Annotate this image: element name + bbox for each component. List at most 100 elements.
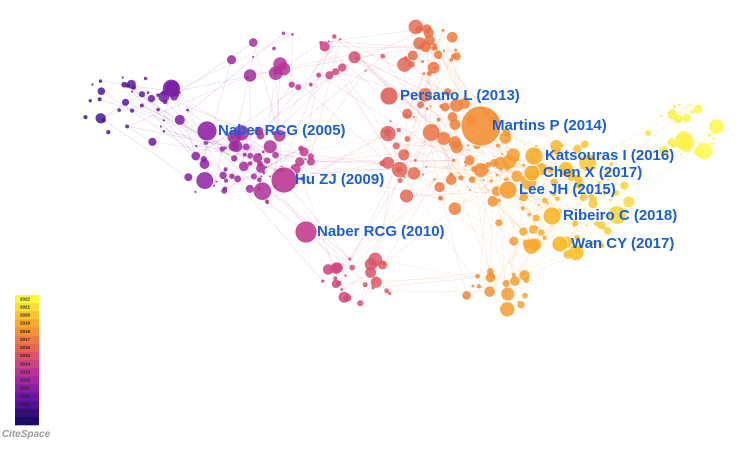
node xyxy=(349,264,356,271)
node xyxy=(380,53,386,59)
node xyxy=(403,175,406,178)
node xyxy=(281,31,286,36)
edge xyxy=(378,271,491,284)
node xyxy=(542,199,545,202)
node xyxy=(195,144,198,148)
node xyxy=(295,157,305,167)
edge xyxy=(157,94,263,192)
node xyxy=(162,119,165,122)
node xyxy=(106,130,111,135)
edge xyxy=(126,126,153,143)
edge xyxy=(413,173,523,275)
edge xyxy=(295,168,441,199)
node xyxy=(623,196,635,208)
node xyxy=(519,227,528,236)
node xyxy=(605,169,611,175)
legend-year: 2012 xyxy=(20,378,31,383)
key-node xyxy=(196,120,218,142)
node xyxy=(295,84,302,91)
node xyxy=(432,43,437,48)
edge xyxy=(260,151,407,169)
key-node xyxy=(460,105,502,147)
node xyxy=(511,272,516,278)
edge xyxy=(382,56,471,191)
edge xyxy=(339,38,483,110)
edge xyxy=(565,145,675,243)
node xyxy=(225,133,228,136)
node xyxy=(196,172,214,190)
node xyxy=(690,109,695,114)
edge xyxy=(281,36,335,170)
node xyxy=(436,132,440,136)
legend-swatch xyxy=(15,376,39,385)
legend-swatch xyxy=(15,368,39,377)
node xyxy=(475,273,480,279)
node xyxy=(532,214,540,222)
node xyxy=(261,150,265,154)
legend-swatch xyxy=(15,400,39,410)
edge xyxy=(440,143,488,199)
node xyxy=(433,46,438,51)
node xyxy=(502,128,511,137)
edge xyxy=(450,124,456,180)
node xyxy=(454,48,458,52)
node xyxy=(561,144,564,148)
node xyxy=(413,37,426,50)
node xyxy=(546,201,549,205)
edge xyxy=(433,67,452,180)
node xyxy=(97,87,106,95)
edge xyxy=(406,105,457,197)
node xyxy=(147,94,156,103)
edge xyxy=(336,160,454,269)
nodes xyxy=(83,19,724,317)
node xyxy=(499,168,503,171)
node xyxy=(484,286,495,297)
node xyxy=(542,235,548,241)
node xyxy=(469,189,472,192)
node xyxy=(247,161,253,166)
node xyxy=(265,199,269,204)
node xyxy=(403,56,408,61)
node xyxy=(138,91,146,98)
edge xyxy=(528,171,609,215)
node xyxy=(162,79,180,97)
node xyxy=(316,72,322,78)
edge xyxy=(275,73,283,170)
node xyxy=(607,178,610,181)
edge xyxy=(299,160,454,163)
key-node xyxy=(498,180,518,200)
edge xyxy=(101,90,233,177)
node xyxy=(242,143,250,151)
node-label: Katsouras I (2016) xyxy=(545,147,674,164)
node xyxy=(131,90,134,93)
edge xyxy=(338,275,478,284)
edge xyxy=(558,163,612,213)
edge xyxy=(318,74,454,161)
node xyxy=(446,31,458,43)
node xyxy=(257,160,264,167)
node xyxy=(148,137,157,146)
edge xyxy=(298,28,428,88)
node xyxy=(693,104,703,114)
node xyxy=(348,257,352,261)
edge xyxy=(274,71,336,134)
node-label: Persano L (2013) xyxy=(400,87,520,104)
node xyxy=(340,288,344,291)
node xyxy=(327,40,331,43)
node xyxy=(609,198,612,202)
node xyxy=(404,113,409,118)
node xyxy=(398,149,410,161)
edge xyxy=(604,108,699,195)
edge xyxy=(152,141,258,159)
node xyxy=(392,142,400,150)
edge xyxy=(383,180,492,264)
edge xyxy=(489,240,525,292)
node xyxy=(537,229,545,237)
edge xyxy=(372,275,493,289)
node xyxy=(679,153,682,156)
node xyxy=(495,143,501,148)
edge xyxy=(126,75,251,127)
node xyxy=(433,50,443,59)
node xyxy=(572,220,579,227)
node xyxy=(660,114,663,118)
